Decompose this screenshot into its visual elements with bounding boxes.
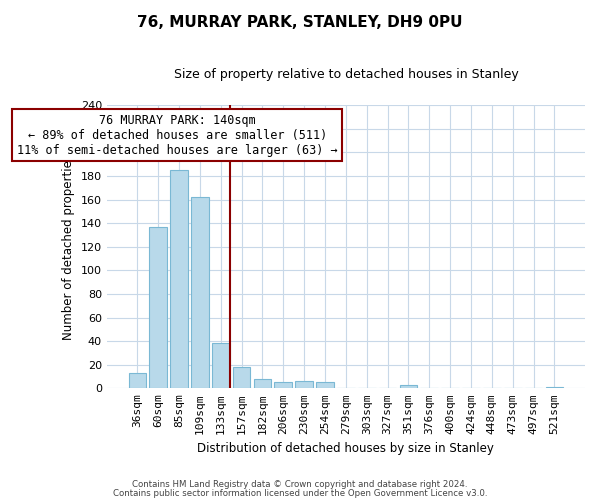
Text: Contains public sector information licensed under the Open Government Licence v3: Contains public sector information licen… bbox=[113, 489, 487, 498]
Bar bbox=[274, 382, 292, 388]
Bar bbox=[191, 198, 209, 388]
Title: Size of property relative to detached houses in Stanley: Size of property relative to detached ho… bbox=[173, 68, 518, 80]
Text: 76 MURRAY PARK: 140sqm
← 89% of detached houses are smaller (511)
11% of semi-de: 76 MURRAY PARK: 140sqm ← 89% of detached… bbox=[17, 114, 338, 156]
Text: 76, MURRAY PARK, STANLEY, DH9 0PU: 76, MURRAY PARK, STANLEY, DH9 0PU bbox=[137, 15, 463, 30]
X-axis label: Distribution of detached houses by size in Stanley: Distribution of detached houses by size … bbox=[197, 442, 494, 455]
Bar bbox=[128, 373, 146, 388]
Bar bbox=[254, 379, 271, 388]
Bar bbox=[149, 226, 167, 388]
Bar bbox=[545, 387, 563, 388]
Text: Contains HM Land Registry data © Crown copyright and database right 2024.: Contains HM Land Registry data © Crown c… bbox=[132, 480, 468, 489]
Y-axis label: Number of detached properties: Number of detached properties bbox=[62, 154, 75, 340]
Bar bbox=[233, 367, 250, 388]
Bar bbox=[316, 382, 334, 388]
Bar bbox=[400, 385, 418, 388]
Bar bbox=[295, 381, 313, 388]
Bar bbox=[170, 170, 188, 388]
Bar bbox=[212, 344, 230, 388]
